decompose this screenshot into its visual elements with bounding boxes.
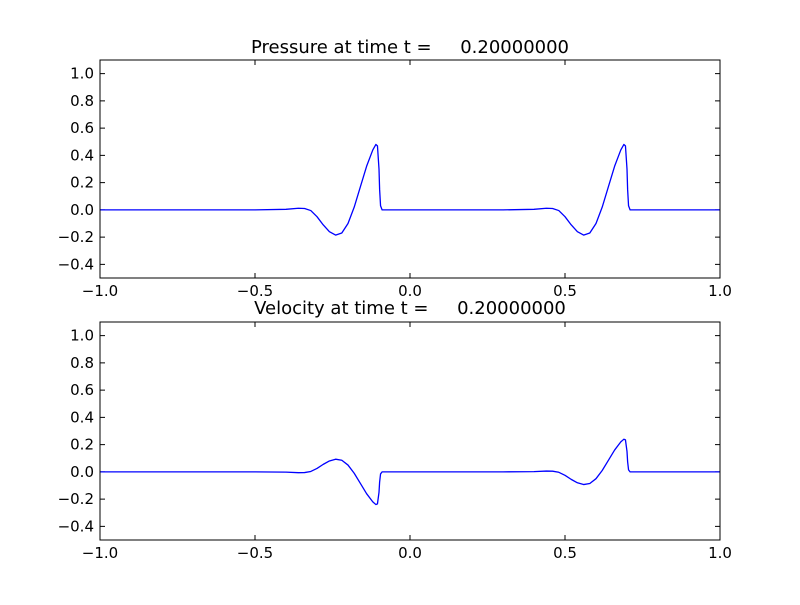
pressure-xtick-label: −0.5 — [237, 282, 273, 300]
pressure-xtick-label: −1.0 — [82, 282, 118, 300]
velocity-ytick-label: 0.6 — [70, 381, 94, 399]
pressure-plot-title: Pressure at time t = 0.20000000 — [251, 37, 569, 58]
velocity-xtick-label: −1.0 — [82, 544, 118, 562]
pressure-plot-frame — [99, 59, 721, 279]
pressure-ticks — [99, 60, 721, 278]
pressure-plot: Pressure at time t = 0.20000000 −1.0 −0.5… — [58, 37, 732, 300]
velocity-tick-labels: −1.0 −0.5 0.0 0.5 1.0 −0.4 −0.2 0.0 0.2 0.4 0.6 0.8… — [58, 327, 732, 562]
velocity-ytick-label: 0.4 — [70, 408, 94, 426]
velocity-ytick-label: 1.0 — [70, 327, 94, 345]
pressure-ytick-label: −0.2 — [58, 228, 94, 246]
pressure-xtick-label: 0.0 — [398, 282, 422, 300]
pressure-xtick-label: 0.5 — [553, 282, 577, 300]
velocity-ytick-label: 0.0 — [70, 463, 94, 481]
pressure-ytick-label: 0.0 — [70, 201, 94, 219]
pressure-ytick-label: 0.8 — [70, 92, 94, 110]
velocity-ytick-label: 0.8 — [70, 354, 94, 372]
velocity-ytick-label: 0.2 — [70, 436, 94, 454]
pressure-ytick-label: 0.4 — [70, 146, 94, 164]
pressure-xtick-label: 1.0 — [708, 282, 732, 300]
velocity-plot: Velocity at time t = 0.20000000 −1.0 −0.5… — [58, 298, 732, 562]
pressure-tick-labels: −1.0 −0.5 0.0 0.5 1.0 −0.4 −0.2 0.0 0.2 0.4 0.6 0.8… — [58, 65, 732, 300]
velocity-xtick-label: −0.5 — [237, 544, 273, 562]
pressure-ytick-label: 0.2 — [70, 174, 94, 192]
pressure-ytick-label: −0.4 — [58, 255, 94, 273]
pressure-plot-area — [100, 60, 720, 278]
velocity-plot-title: Velocity at time t = 0.20000000 — [254, 298, 566, 319]
velocity-plot-area — [100, 322, 720, 540]
velocity-xtick-label: 0.0 — [398, 544, 422, 562]
pressure-ytick-label: 1.0 — [70, 65, 94, 83]
velocity-ytick-label: −0.4 — [58, 517, 94, 535]
velocity-xtick-label: 1.0 — [708, 544, 732, 562]
velocity-xtick-label: 0.5 — [553, 544, 577, 562]
velocity-ytick-label: −0.2 — [58, 490, 94, 508]
pressure-ytick-label: 0.6 — [70, 119, 94, 137]
pressure-series-line — [100, 143, 720, 236]
velocity-series-line — [100, 438, 720, 506]
velocity-plot-frame — [99, 321, 721, 541]
